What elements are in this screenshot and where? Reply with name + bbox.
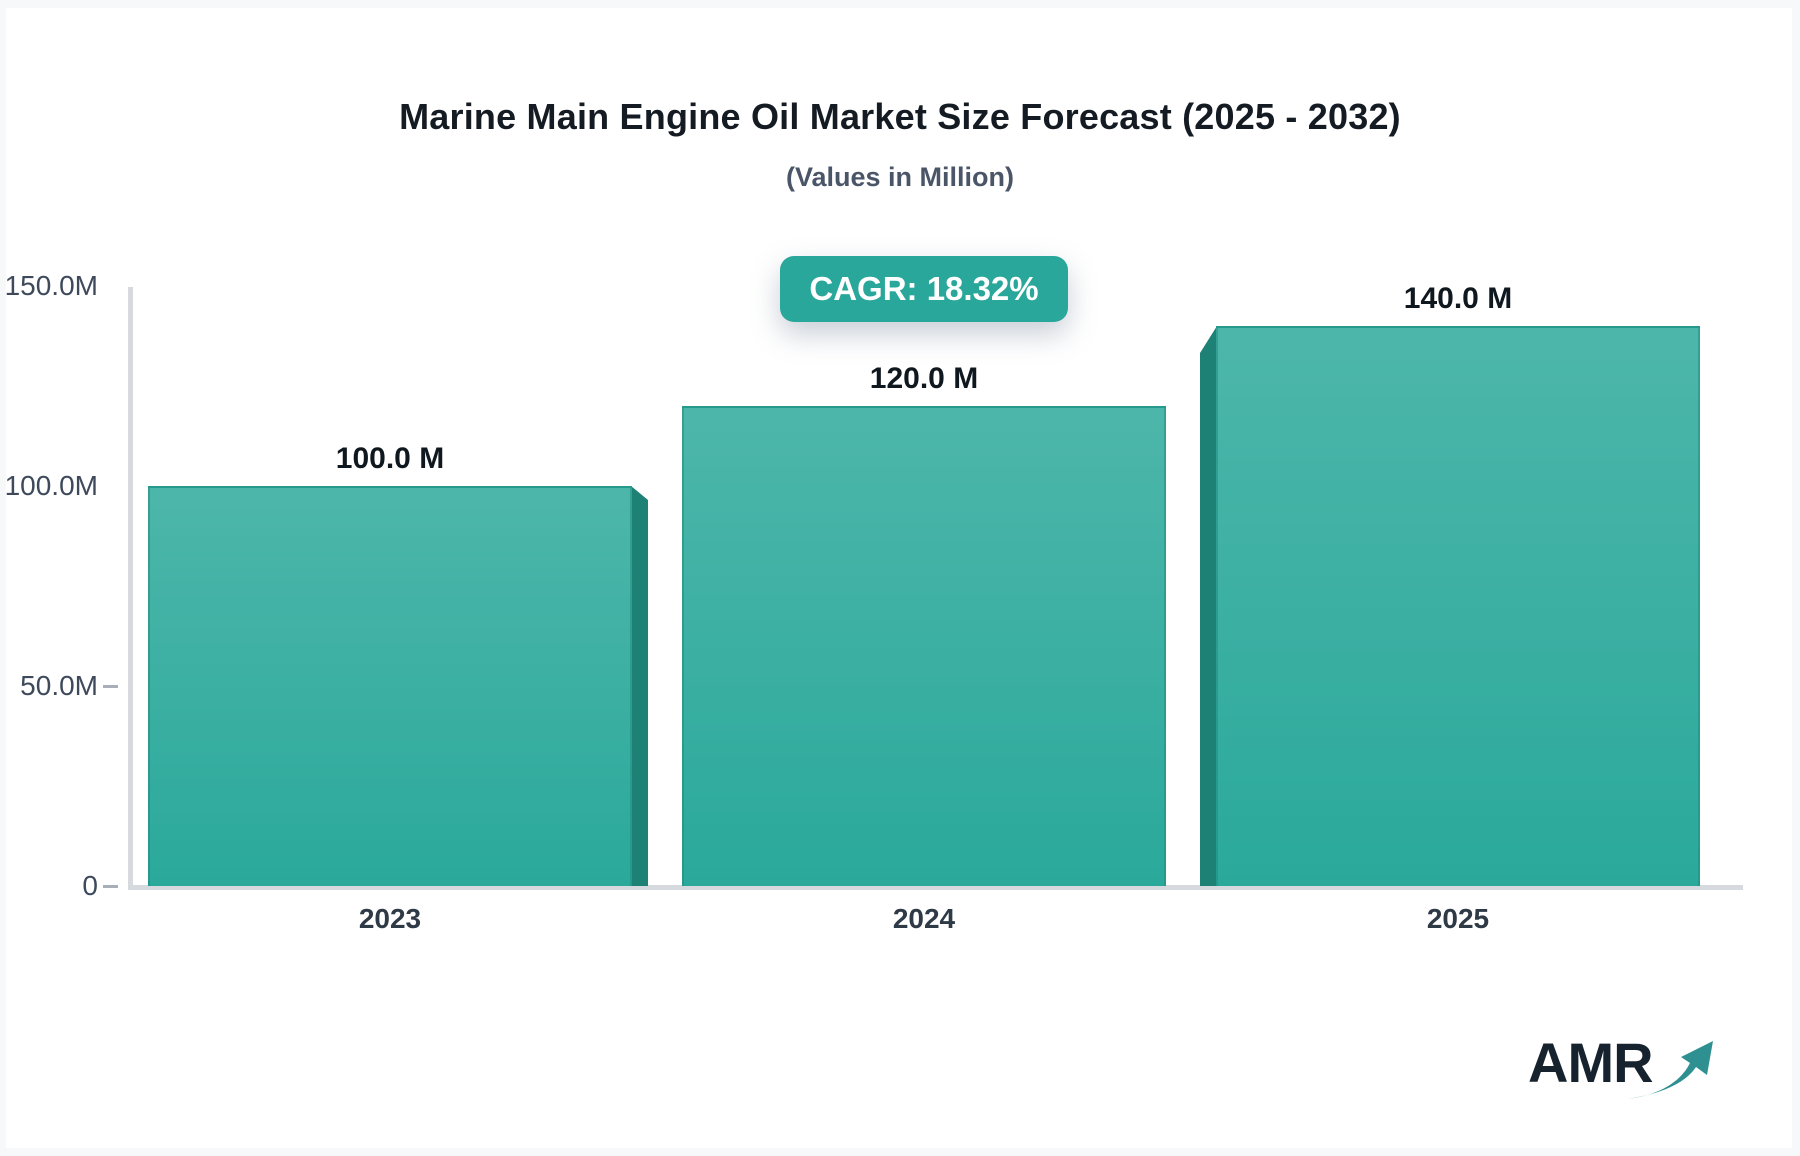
y-axis-line xyxy=(128,287,133,887)
cagr-badge: CAGR: 18.32% xyxy=(780,256,1068,322)
y-axis-label: 100.0M xyxy=(4,470,98,501)
y-axis-tick xyxy=(103,685,118,688)
bar-value-label: 120.0 M xyxy=(869,362,979,395)
chart-card: Marine Main Engine Oil Market Size Forec… xyxy=(5,8,1792,1148)
amr-logo: AMR xyxy=(1528,1030,1728,1110)
amr-logo-text: AMR xyxy=(1528,1031,1654,1094)
bar-side-shadow xyxy=(631,486,648,886)
chart-title: Marine Main Engine Oil Market Size Forec… xyxy=(399,96,1401,137)
y-axis-tick xyxy=(103,885,118,888)
y-axis-label: 50.0M xyxy=(20,670,98,701)
bar-value-label: 100.0 M xyxy=(335,442,445,475)
growth-arrow-icon xyxy=(1628,1041,1713,1099)
bar-value-label: 140.0 M xyxy=(1403,282,1513,315)
x-axis-line xyxy=(128,885,1743,890)
y-axis-label: 150.0M xyxy=(4,270,98,301)
chart-subtitle: (Values in Million) xyxy=(785,162,1015,192)
bar-2023[interactable] xyxy=(148,486,632,886)
bar-2025[interactable] xyxy=(1216,326,1700,886)
y-axis-label: 0 xyxy=(82,870,98,901)
bar-2024[interactable] xyxy=(682,406,1166,886)
x-axis-label: 2024 xyxy=(892,903,956,934)
bar-side-shadow xyxy=(1200,326,1217,886)
x-axis-label: 2025 xyxy=(1426,903,1490,934)
x-axis-label: 2023 xyxy=(358,903,422,934)
